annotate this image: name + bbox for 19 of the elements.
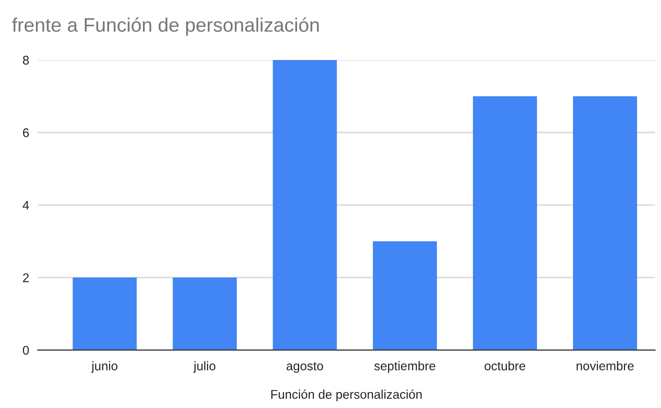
x-tick-label: agosto (286, 362, 324, 373)
y-tick-label: 6 (23, 128, 29, 138)
x-tick-label: octubre (484, 361, 526, 370)
bar (272, 60, 337, 350)
y-tick-label: 2 (23, 273, 29, 282)
y-tick-label: 0 (22, 346, 29, 355)
chart-title: frente a Función de personalización (12, 17, 319, 36)
bar (372, 241, 437, 350)
bar (172, 278, 237, 350)
x-tick-label: septiembre (374, 361, 436, 373)
y-tick-label: 4 (22, 200, 29, 210)
x-tick-label: junio (91, 361, 118, 373)
x-axis-title: Función de personalización (271, 389, 422, 402)
y-tick-label: 8 (22, 56, 29, 65)
bar (72, 278, 137, 350)
bar (472, 96, 537, 350)
bar (573, 96, 638, 350)
x-tick-label: noviembre (576, 361, 634, 370)
x-tick-label: julio (193, 361, 216, 373)
